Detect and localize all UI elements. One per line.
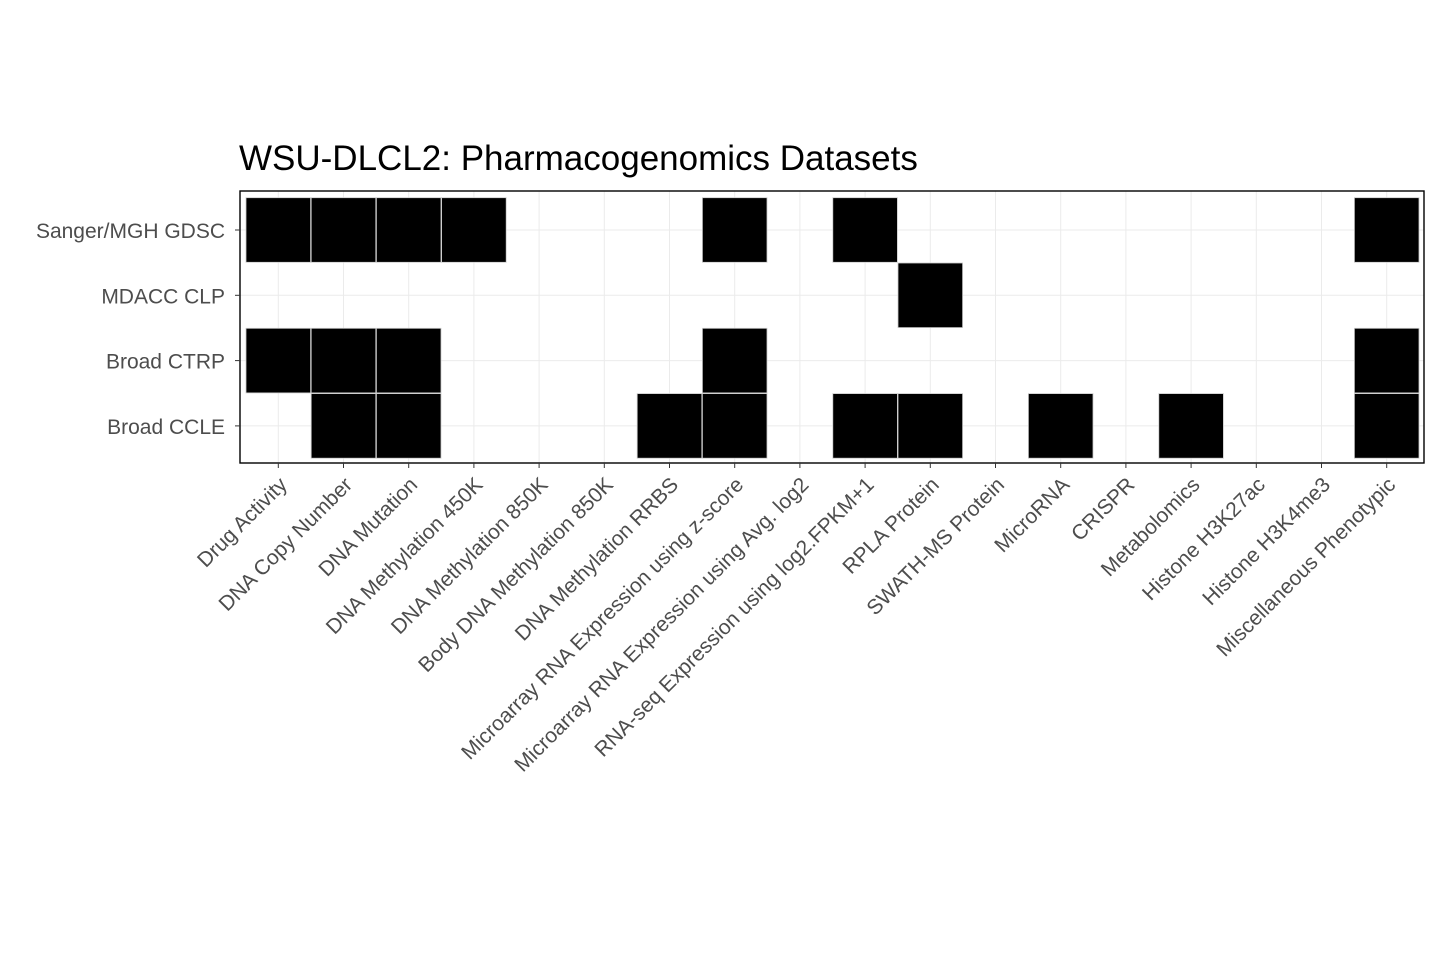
heatmap-cell <box>897 393 963 459</box>
heatmap-cell <box>702 197 768 263</box>
heatmap-cell <box>310 393 377 459</box>
heatmap-cell <box>245 327 311 394</box>
heatmap-cell <box>832 197 898 263</box>
heatmap-cell <box>702 393 768 459</box>
heatmap-cell <box>310 197 377 263</box>
chart-title: WSU-DLCL2: Pharmacogenomics Datasets <box>239 139 918 178</box>
heatmap-cell <box>245 197 311 263</box>
heatmap-cell <box>1028 393 1094 459</box>
y-axis-labels: Sanger/MGH GDSC MDACC CLP Broad CTRP Broad … <box>36 220 225 439</box>
plot-panel-border <box>239 190 1425 464</box>
y-tick-label: Sanger/MGH GDSC <box>36 220 225 243</box>
heatmap-cell <box>310 327 377 394</box>
heatmap-cell <box>1354 327 1420 394</box>
heatmap-cells <box>245 197 1420 459</box>
heatmap-cell <box>441 197 507 263</box>
y-tick-label: MDACC CLP <box>101 285 225 308</box>
x-tick-label: Histone H3K27ac <box>1138 473 1270 605</box>
heatmap-cell <box>636 393 703 459</box>
heatmap-cell <box>1354 393 1420 459</box>
y-tick-label: Broad CCLE <box>107 416 225 439</box>
y-tick-label: Broad CTRP <box>106 351 225 374</box>
heatmap-cell <box>375 197 442 263</box>
axis-ticks <box>235 229 1388 468</box>
heatmap-cell <box>832 393 898 459</box>
heatmap-cell <box>702 327 768 394</box>
heatmap-cell <box>1354 197 1420 263</box>
heatmap-cell <box>375 393 442 459</box>
heatmap-cell <box>1158 393 1224 459</box>
heatmap-cell <box>375 327 442 394</box>
heatmap-cell <box>897 262 963 328</box>
